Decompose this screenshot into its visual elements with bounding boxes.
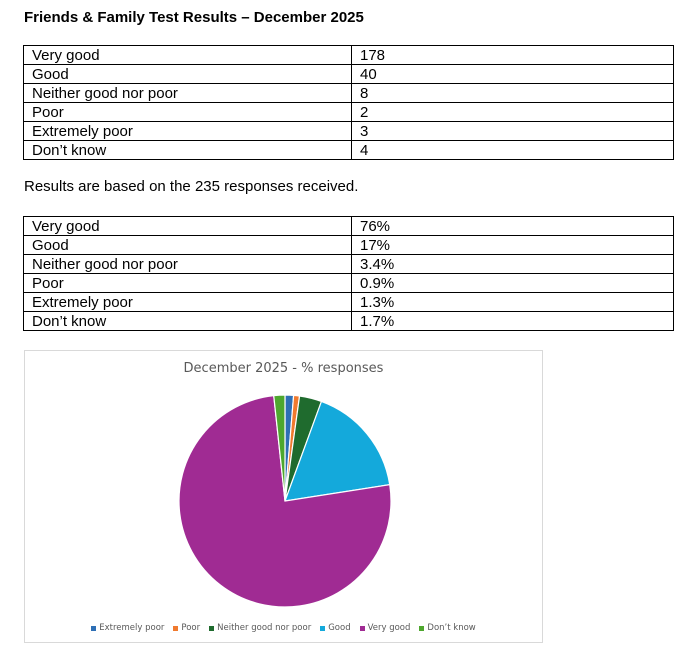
legend-label: Very good [367,623,411,633]
pie-slice-don-t-know [273,394,286,502]
pie-chart: December 2025 - % responses Extremely po… [24,350,543,643]
legend-label: Good [328,623,351,633]
response-counts-table: Very good 178 Good 40 Neither good nor p… [23,45,674,160]
pie-slice-good [284,400,391,502]
legend-swatch [91,625,97,631]
rating-label: Neither good nor poor [23,254,352,274]
legend-item: Extremely poor [91,623,164,633]
legend-item: Good [320,623,351,633]
table-row: Extremely poor 3 [23,121,674,141]
chart-title: December 2025 - % responses [183,361,384,376]
table-row: Poor 0.9% [23,273,674,293]
rating-label: Extremely poor [23,121,352,141]
rating-label: Good [23,64,352,84]
table-row: Very good 76% [23,216,674,236]
legend-swatch [173,625,179,631]
response-percent-table: Very good 76% Good 17% Neither good nor … [23,216,674,331]
legend-label: Don’t know [427,623,476,633]
legend-swatch [209,625,215,631]
response-count: 40 [351,64,674,84]
legend-item: Neither good nor poor [209,623,311,633]
response-percent: 0.9% [351,273,674,293]
legend-swatch [359,625,365,631]
legend-label: Extremely poor [99,623,165,633]
rating-label: Neither good nor poor [23,83,352,103]
table-row: Don’t know 4 [23,140,674,160]
rating-label: Extremely poor [23,292,352,312]
rating-label: Very good [23,45,352,65]
pie-plot-area [178,394,392,608]
legend-label: Neither good nor poor [217,623,312,633]
table-row: Extremely poor 1.3% [23,292,674,312]
response-count: 3 [351,121,674,141]
legend-swatch [419,625,425,631]
response-percent: 76% [351,216,674,236]
response-percent: 3.4% [351,254,674,274]
response-percent: 1.3% [351,292,674,312]
table-row: Very good 178 [23,45,674,65]
legend-item: Very good [359,623,411,633]
legend-label: Poor [181,623,201,633]
rating-label: Poor [23,102,352,122]
table-row: Good 40 [23,64,674,84]
rating-label: Very good [23,216,352,236]
response-count: 2 [351,102,674,122]
rating-label: Good [23,235,352,255]
legend-item: Don’t know [419,623,476,633]
response-percent: 17% [351,235,674,255]
responses-note: Results are based on the 235 responses r… [24,178,359,195]
response-count: 8 [351,83,674,103]
rating-label: Poor [23,273,352,293]
rating-label: Don’t know [23,140,352,160]
legend-item: Poor [173,623,200,633]
table-row: Poor 2 [23,102,674,122]
chart-legend: Extremely poor Poor Neither good nor poor G… [25,623,542,633]
response-count: 4 [351,140,674,160]
table-row: Good 17% [23,235,674,255]
response-count: 178 [351,45,674,65]
pie-slice-very-good [178,394,392,608]
table-row: Neither good nor poor 8 [23,83,674,103]
table-row: Don’t know 1.7% [23,311,674,331]
legend-swatch [320,625,326,631]
rating-label: Don’t know [23,311,352,331]
response-percent: 1.7% [351,311,674,331]
table-row: Neither good nor poor 3.4% [23,254,674,274]
document-title: Friends & Family Test Results – December… [24,9,364,26]
